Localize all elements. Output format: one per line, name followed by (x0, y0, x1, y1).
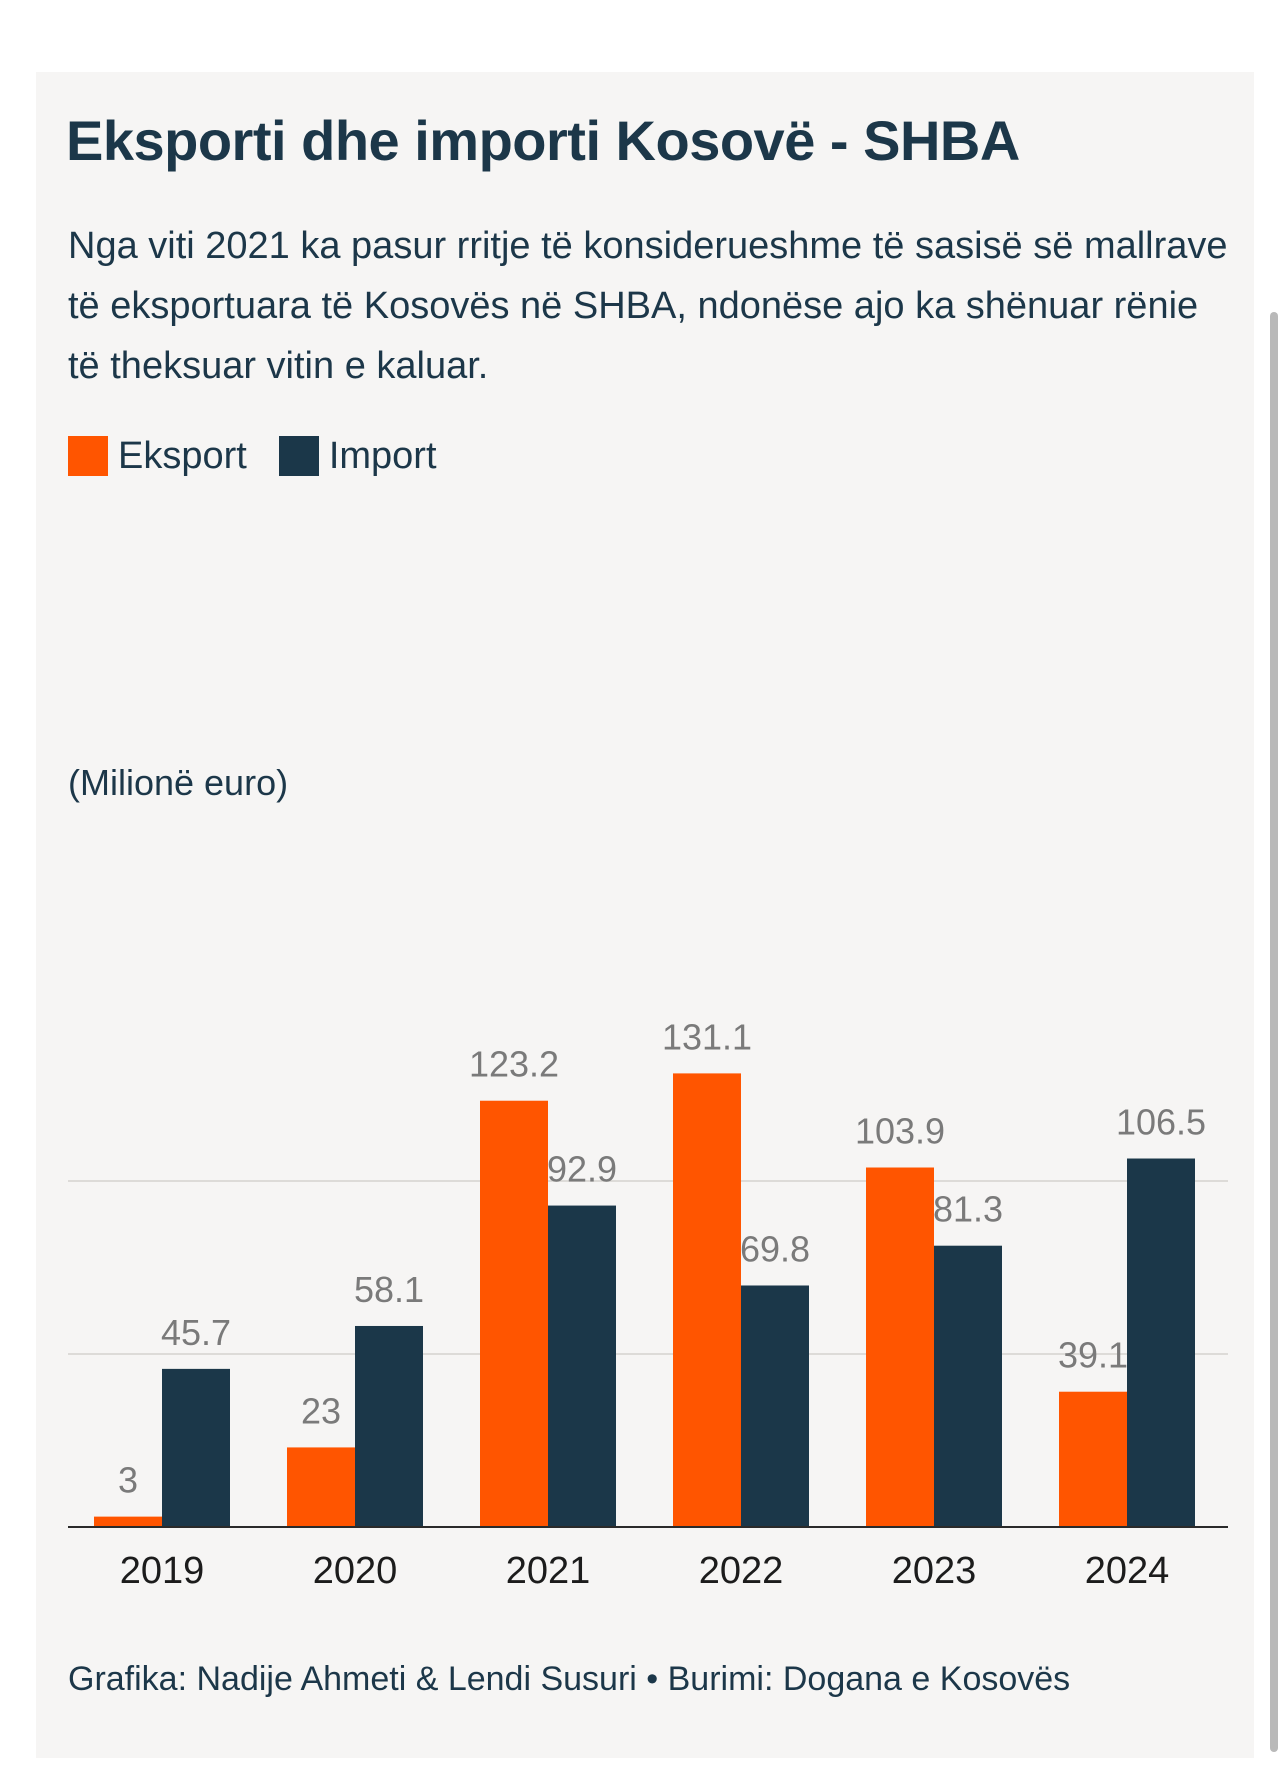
x-tick-label-2023: 2023 (892, 1550, 977, 1592)
bar-import-2022 (741, 1285, 809, 1527)
legend-label-import: Import (328, 434, 437, 477)
x-tick-label-2024: 2024 (1085, 1550, 1170, 1592)
value-label-import-2024: 106.5 (1116, 1102, 1206, 1143)
value-label-eksport-2021: 123.2 (469, 1044, 559, 1085)
bar-eksport-2023 (866, 1167, 934, 1527)
x-tick-label-2019: 2019 (120, 1550, 205, 1592)
value-label-import-2022: 69.8 (740, 1228, 810, 1269)
bar-import-2023 (934, 1245, 1002, 1527)
value-label-import-2019: 45.7 (161, 1312, 231, 1353)
value-label-eksport-2023: 103.9 (855, 1111, 945, 1152)
credits: Grafika: Nadije Ahmeti & Lendi Susuri • … (68, 1660, 1071, 1698)
legend-label-export: Eksport (118, 434, 247, 477)
bar-import-2021 (548, 1205, 616, 1527)
bar-eksport-2024 (1059, 1391, 1127, 1527)
bar-eksport-2022 (673, 1073, 741, 1527)
chart-subtitle: Nga viti 2021 ka pasur rritje të konside… (68, 225, 1228, 387)
scrollbar[interactable] (1270, 312, 1278, 1752)
x-tick-label-2022: 2022 (699, 1550, 784, 1592)
x-tick-label-2020: 2020 (313, 1550, 398, 1592)
legend-item-export: Eksport (68, 435, 247, 478)
legend-swatch-import (278, 436, 319, 476)
x-tick-label-2021: 2021 (506, 1550, 591, 1592)
bar-import-2024 (1127, 1158, 1195, 1527)
bar-eksport-2019 (94, 1516, 162, 1527)
bar-eksport-2020 (287, 1447, 355, 1527)
bar-eksport-2021 (480, 1100, 548, 1527)
value-label-eksport-2020: 23 (301, 1390, 341, 1431)
value-label-import-2023: 81.3 (933, 1189, 1003, 1230)
value-label-import-2021: 92.9 (547, 1149, 617, 1190)
chart-card (36, 72, 1254, 1758)
y-axis-unit-label: (Milionë euro) (68, 762, 289, 803)
value-label-eksport-2024: 39.1 (1058, 1335, 1128, 1376)
bar-import-2020 (355, 1325, 423, 1527)
value-label-eksport-2019: 3 (118, 1460, 138, 1501)
legend-swatch-export (68, 436, 108, 476)
legend: Eksport Import (68, 434, 469, 478)
chart-title: Eksporti dhe importi Kosovë - SHBA (66, 109, 1020, 172)
value-label-import-2020: 58.1 (354, 1269, 424, 1310)
legend-item-import: Import (278, 434, 437, 478)
bar-import-2019 (162, 1368, 230, 1527)
value-label-eksport-2022: 131.1 (662, 1016, 752, 1057)
